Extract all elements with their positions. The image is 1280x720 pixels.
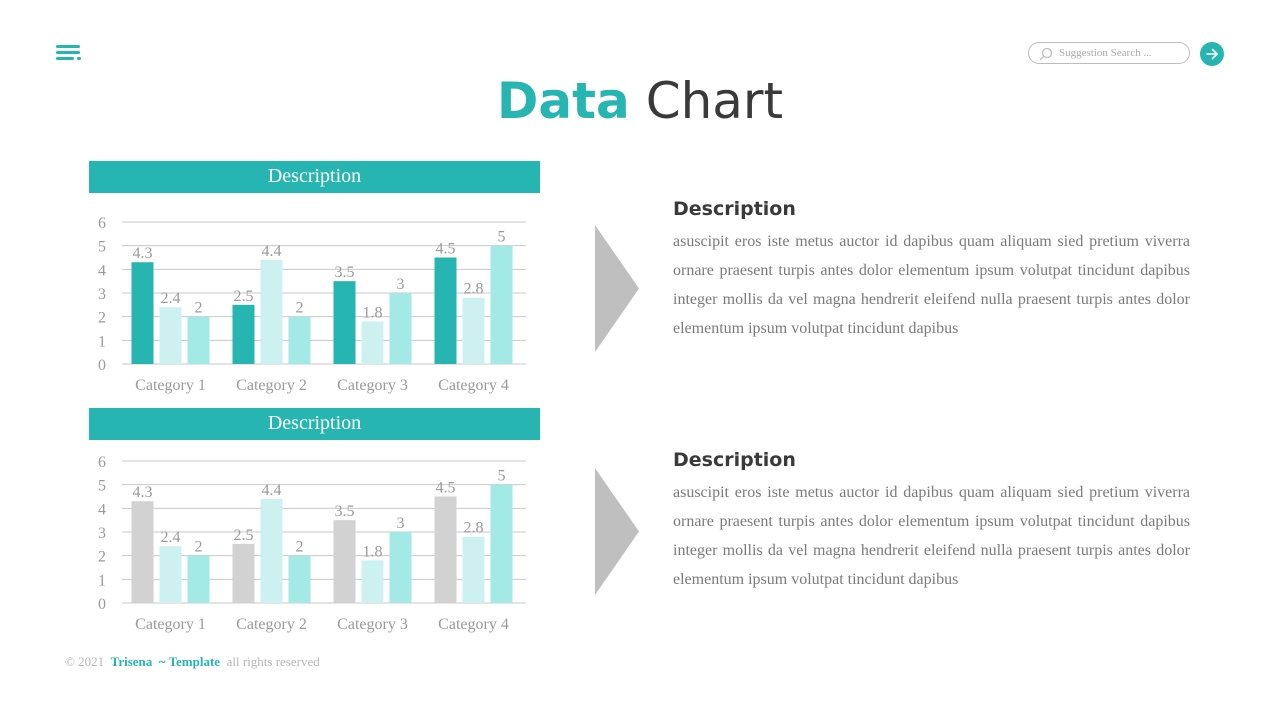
page-title-accent: Data <box>496 72 630 130</box>
data-label: 4.3 <box>133 245 153 262</box>
data-label: 5 <box>498 468 506 485</box>
x-tick-label: Category 3 <box>337 616 408 633</box>
data-label: 3.5 <box>335 503 355 520</box>
bar <box>389 532 412 603</box>
arrow-right-icon <box>595 225 639 352</box>
bar <box>462 536 485 603</box>
data-label: 2 <box>296 539 304 556</box>
data-label: 3.5 <box>335 264 355 281</box>
data-label: 4.3 <box>133 484 153 501</box>
data-label: 5 <box>498 229 506 246</box>
bar <box>159 546 182 603</box>
data-label: 2 <box>195 539 203 556</box>
y-tick-label: 5 <box>98 478 106 495</box>
data-label: 3 <box>397 276 405 293</box>
bar <box>131 262 154 364</box>
bar <box>260 498 283 603</box>
data-label: 2.8 <box>464 281 484 298</box>
x-tick-label: Category 2 <box>236 616 307 633</box>
data-label: 4.5 <box>436 480 456 497</box>
search-input[interactable] <box>1059 45 1183 61</box>
bar <box>434 496 457 603</box>
y-tick-label: 1 <box>98 572 106 589</box>
chart-1: 0 1 2 3 4 5 6 4.3 2.4 2 Category 1 2.5 4.4 2 Category … <box>98 215 526 394</box>
chart-1-header: Description <box>89 161 540 193</box>
bar <box>232 304 255 364</box>
y-tick-label: 4 <box>98 262 106 279</box>
x-tick-label: Category 3 <box>337 377 408 394</box>
bar <box>260 259 283 364</box>
search-box[interactable] <box>1028 42 1190 64</box>
y-tick-label: 2 <box>98 549 106 566</box>
bar <box>434 257 457 364</box>
chart-2: 0 1 2 3 4 5 6 4.3 2.4 2 Category 1 2.5 4.4 2 Category … <box>98 454 526 633</box>
data-label: 1.8 <box>363 543 383 560</box>
data-label: 2.5 <box>234 527 254 544</box>
data-label: 2.4 <box>161 290 181 307</box>
description-text: asuscipit eros iste metus auctor id dapi… <box>673 484 1190 588</box>
arrow-right-icon <box>1206 48 1218 60</box>
footer-brand[interactable]: Trisena ~ Template <box>110 654 221 669</box>
bar <box>490 245 513 364</box>
x-tick-label: Category 4 <box>438 616 509 633</box>
bar <box>187 316 210 364</box>
description-title: Description <box>673 449 796 471</box>
footer-rights: all rights reserved <box>226 654 320 669</box>
bar <box>490 484 513 603</box>
chart-2-header: Description <box>89 408 540 440</box>
bar <box>131 501 154 603</box>
x-tick-label: Category 1 <box>135 616 206 633</box>
bar <box>462 297 485 364</box>
y-tick-label: 3 <box>98 286 106 303</box>
y-tick-label: 0 <box>98 596 106 613</box>
data-label: 2 <box>195 300 203 317</box>
footer-copyright: © 2021 <box>65 654 105 669</box>
bar <box>288 555 311 603</box>
y-tick-label: 5 <box>98 239 106 256</box>
description-block-2: Description asuscipit eros iste metus au… <box>673 446 1190 594</box>
page-title-rest: Chart <box>645 72 784 130</box>
y-tick-label: 0 <box>98 357 106 374</box>
search-icon <box>1039 47 1053 61</box>
bar <box>361 321 384 364</box>
x-tick-label: Category 1 <box>135 377 206 394</box>
bar <box>288 316 311 364</box>
y-tick-label: 2 <box>98 310 106 327</box>
page-title: Data Chart <box>0 66 1280 136</box>
y-tick-label: 6 <box>98 454 106 471</box>
bar <box>187 555 210 603</box>
data-label: 2 <box>296 300 304 317</box>
data-label: 2.4 <box>161 529 181 546</box>
bar <box>389 293 412 364</box>
data-label: 2.8 <box>464 520 484 537</box>
y-tick-label: 3 <box>98 525 106 542</box>
x-tick-label: Category 2 <box>236 377 307 394</box>
menu-icon[interactable] <box>56 45 82 63</box>
y-tick-label: 6 <box>98 215 106 232</box>
data-label: 4.4 <box>262 243 282 260</box>
data-label: 3 <box>397 515 405 532</box>
description-block-1: Description asuscipit eros iste metus au… <box>673 195 1190 343</box>
description-text: asuscipit eros iste metus auctor id dapi… <box>673 233 1190 337</box>
bar <box>159 307 182 364</box>
x-tick-label: Category 4 <box>438 377 509 394</box>
footer: © 2021 Trisena ~ Template all rights res… <box>65 654 320 670</box>
data-label: 1.8 <box>363 304 383 321</box>
description-title: Description <box>673 198 796 220</box>
search-submit-button[interactable] <box>1200 42 1224 66</box>
bar <box>333 520 356 603</box>
bar <box>333 281 356 364</box>
y-tick-label: 1 <box>98 333 106 350</box>
data-label: 4.4 <box>262 482 282 499</box>
y-tick-label: 4 <box>98 501 106 518</box>
bar <box>361 560 384 603</box>
bar <box>232 543 255 603</box>
data-label: 2.5 <box>234 288 254 305</box>
arrow-right-icon <box>595 468 639 595</box>
data-label: 4.5 <box>436 241 456 258</box>
